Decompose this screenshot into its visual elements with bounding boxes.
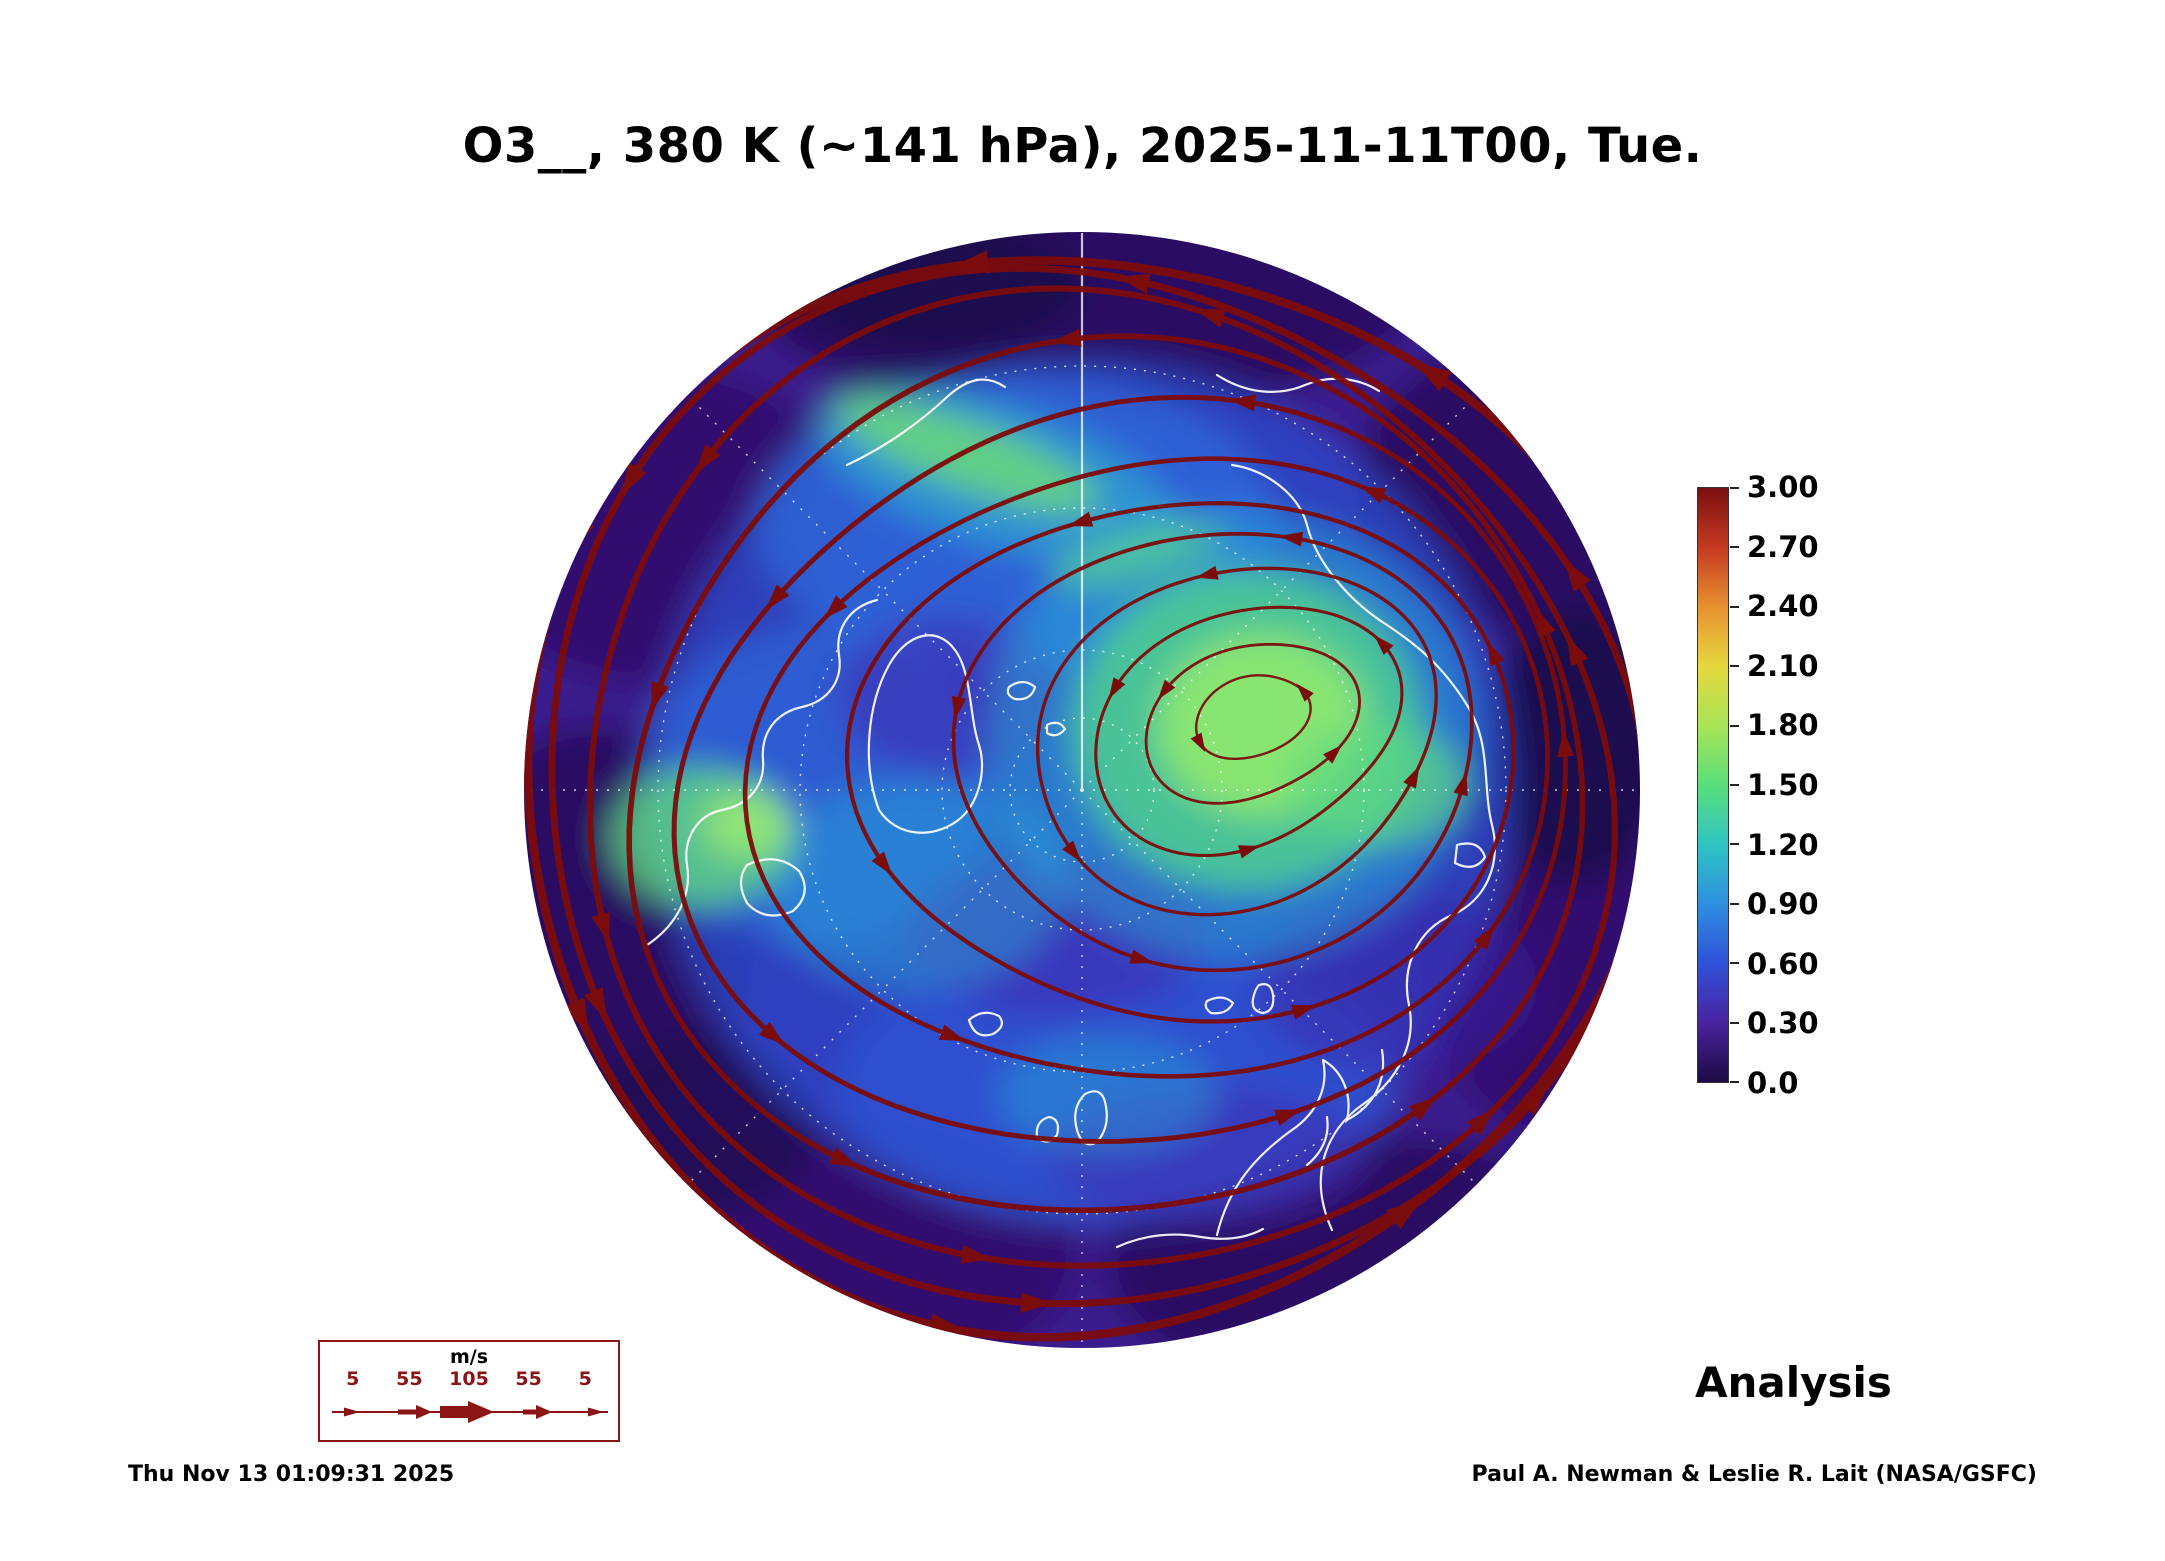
wind-scale-arrow-icon bbox=[332, 1401, 608, 1423]
colorbar-tick bbox=[1730, 843, 1739, 846]
colorbar-tick-label: 0.0 bbox=[1747, 1065, 1799, 1100]
colorbar-tick bbox=[1730, 546, 1739, 549]
colorbar-tick bbox=[1730, 1021, 1739, 1024]
colorbar-tick bbox=[1730, 783, 1739, 786]
colorbar-tick bbox=[1730, 902, 1739, 905]
colorbar-tick-label: 1.20 bbox=[1747, 827, 1819, 862]
colorbar-gradient bbox=[1697, 487, 1729, 1083]
colorbar-tick-label: 1.50 bbox=[1747, 767, 1819, 802]
credit-line: Paul A. Newman & Leslie R. Lait (NASA/GS… bbox=[1471, 1462, 2037, 1487]
colorbar-labels: 3.00 2.70 2.40 2.10 1.80 1.50 1.20 0.90 … bbox=[1747, 470, 1819, 1100]
wind-speed-legend: m/s 5 55 105 55 5 bbox=[318, 1340, 620, 1442]
colorbar-tick bbox=[1730, 605, 1739, 608]
wind-streamlines bbox=[524, 250, 1640, 1342]
colorbar-tick-label: 0.60 bbox=[1747, 946, 1819, 981]
coastlines bbox=[645, 373, 1496, 1249]
colorbar-tick bbox=[1730, 724, 1739, 727]
wind-legend-value: 5 bbox=[578, 1368, 592, 1390]
colorbar-tick-label: 2.70 bbox=[1747, 529, 1819, 564]
colorbar-tick-marks bbox=[1730, 487, 1739, 1083]
wind-legend-value: 5 bbox=[346, 1368, 360, 1390]
wind-legend-value: 55 bbox=[396, 1368, 423, 1390]
colorbar-tick-label: 2.10 bbox=[1747, 648, 1819, 683]
colorbar-tick bbox=[1730, 665, 1739, 668]
colorbar-tick bbox=[1730, 1080, 1739, 1083]
page-title: O3__, 380 K (~141 hPa), 2025-11-11T00, T… bbox=[462, 118, 1703, 174]
colorbar-tick-label: 0.30 bbox=[1747, 1006, 1819, 1041]
wind-legend-value: 55 bbox=[515, 1368, 542, 1390]
colorbar-tick-label: 1.80 bbox=[1747, 708, 1819, 743]
generation-timestamp: Thu Nov 13 01:09:31 2025 bbox=[128, 1462, 455, 1487]
polar-map bbox=[524, 232, 1640, 1348]
wind-legend-values: 5 55 105 55 5 bbox=[320, 1368, 618, 1392]
colorbar-tick-label: 2.40 bbox=[1747, 589, 1819, 624]
colorbar-tick bbox=[1730, 962, 1739, 965]
analysis-label: Analysis bbox=[1695, 1358, 1892, 1407]
wind-legend-value: 105 bbox=[449, 1368, 489, 1390]
colorbar-tick-label: 0.90 bbox=[1747, 887, 1819, 922]
wind-legend-units: m/s bbox=[449, 1346, 489, 1368]
colorbar-tick-label: 3.00 bbox=[1747, 470, 1819, 504]
colorbar-tick bbox=[1730, 487, 1739, 489]
